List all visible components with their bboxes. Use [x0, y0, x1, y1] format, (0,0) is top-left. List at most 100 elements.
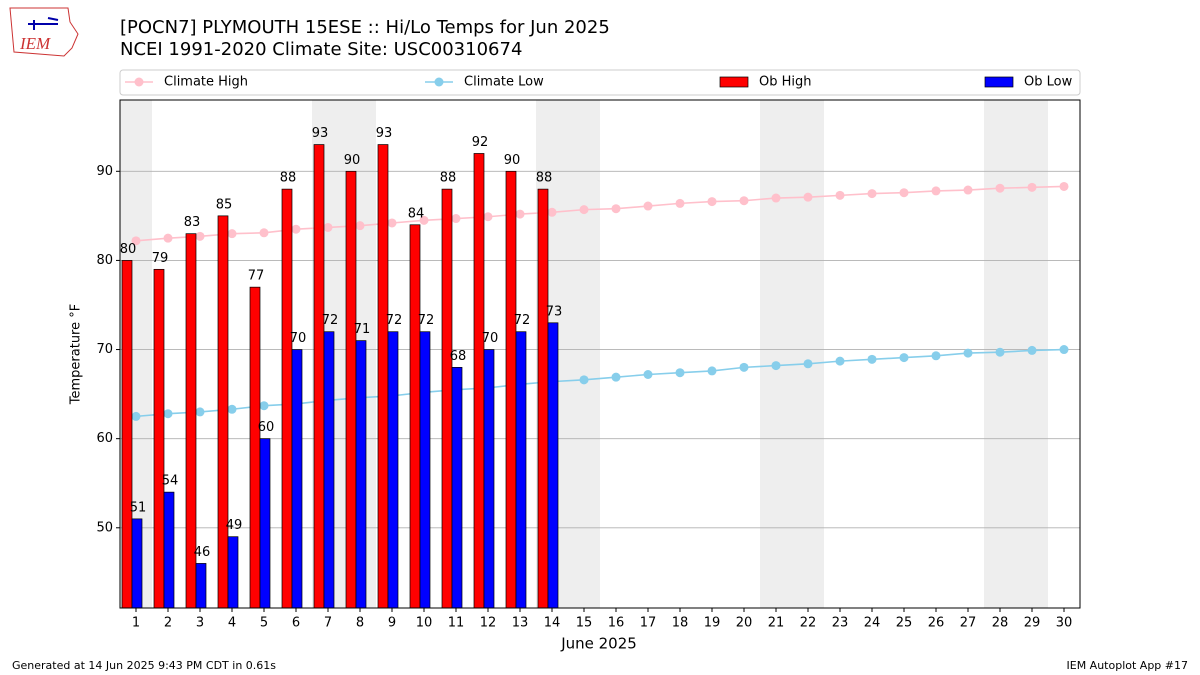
data-label: 60: [258, 420, 275, 435]
y-tick-label: 60: [96, 431, 113, 446]
line-marker: [995, 183, 1005, 193]
x-tick-label: 14: [544, 616, 561, 631]
x-axis-label: June 2025: [560, 635, 637, 653]
line-marker: [579, 205, 589, 215]
footer-left: Generated at 14 Jun 2025 9:43 PM CDT in …: [12, 659, 276, 672]
logo-text: IEM: [19, 34, 51, 53]
data-label: 93: [376, 126, 393, 141]
line-marker: [1027, 182, 1037, 192]
footer-right: IEM Autoplot App #17: [1067, 659, 1189, 672]
line-marker: [163, 233, 173, 243]
data-label: 85: [216, 197, 233, 212]
y-tick-label: 70: [96, 342, 113, 357]
bar: [483, 349, 495, 609]
y-tick-label: 80: [96, 253, 113, 268]
data-label: 83: [184, 215, 201, 230]
data-label: 54: [162, 474, 179, 489]
legend-swatch: [984, 76, 1014, 88]
line-marker: [1027, 345, 1037, 355]
bar: [515, 331, 527, 609]
x-tick-label: 6: [292, 616, 300, 631]
legend-swatch: [134, 77, 144, 87]
data-label: 51: [130, 500, 147, 515]
x-tick-label: 12: [480, 616, 497, 631]
legend-label: Climate Low: [464, 75, 544, 90]
x-tick-label: 10: [416, 616, 433, 631]
chart-subtitle: NCEI 1991-2020 Climate Site: USC00310674: [120, 39, 522, 60]
x-tick-label: 24: [864, 616, 881, 631]
line-marker: [707, 197, 717, 207]
line-marker: [643, 369, 653, 379]
y-tick-label: 90: [96, 164, 113, 179]
x-tick-label: 16: [608, 616, 625, 631]
bar: [313, 144, 325, 609]
data-label: 90: [504, 153, 521, 168]
line-marker: [483, 212, 493, 222]
bar: [323, 331, 335, 609]
line-marker: [515, 209, 525, 219]
line-marker: [579, 375, 589, 385]
bar: [547, 322, 559, 609]
line-marker: [1059, 181, 1069, 191]
logo-icon: [28, 17, 59, 30]
x-tick-label: 7: [324, 616, 332, 631]
bar: [345, 170, 357, 609]
line-marker: [803, 192, 813, 202]
x-tick-label: 29: [1024, 616, 1041, 631]
x-tick-label: 1: [132, 616, 140, 631]
line-marker: [259, 228, 269, 238]
line-marker: [835, 356, 845, 366]
data-label: 79: [152, 251, 169, 266]
data-label: 70: [290, 331, 307, 346]
x-tick-label: 11: [448, 616, 465, 631]
line-marker: [643, 201, 653, 211]
line-marker: [739, 196, 749, 206]
data-label: 92: [472, 135, 489, 150]
data-label: 72: [514, 313, 531, 328]
data-label: 71: [354, 322, 371, 337]
data-label: 72: [418, 313, 435, 328]
bar: [387, 331, 399, 609]
line-marker: [419, 215, 429, 225]
x-tick-label: 28: [992, 616, 1009, 631]
legend-label: Ob Low: [1024, 75, 1073, 90]
x-tick-label: 21: [768, 616, 785, 631]
line-marker: [675, 368, 685, 378]
bar: [537, 188, 549, 609]
data-label: 93: [312, 126, 329, 141]
x-tick-label: 17: [640, 616, 657, 631]
bar: [121, 260, 133, 609]
line-marker: [259, 401, 269, 411]
line-marker: [803, 359, 813, 369]
line-marker: [227, 404, 237, 414]
legend-swatch: [719, 76, 749, 88]
line-marker: [675, 198, 685, 208]
line-marker: [355, 221, 365, 231]
line-marker: [771, 361, 781, 371]
line-marker: [1059, 345, 1069, 355]
bar: [473, 153, 485, 609]
bar: [505, 170, 517, 609]
legend-box: [119, 69, 1081, 96]
line-marker: [867, 354, 877, 364]
x-tick-label: 13: [512, 616, 529, 631]
bar: [131, 518, 143, 609]
bar: [163, 491, 175, 609]
data-label: 68: [450, 349, 467, 364]
line-marker: [835, 190, 845, 200]
line-marker: [867, 189, 877, 199]
line-marker: [707, 366, 717, 376]
data-label: 88: [280, 171, 297, 186]
data-label: 49: [226, 518, 243, 533]
line-marker: [131, 411, 141, 421]
weekend-shade: [792, 100, 824, 608]
line-marker: [771, 193, 781, 203]
data-label: 77: [248, 269, 265, 284]
line-marker: [611, 372, 621, 382]
x-tick-label: 22: [800, 616, 817, 631]
line-marker: [931, 351, 941, 361]
x-tick-label: 8: [356, 616, 364, 631]
line-marker: [323, 222, 333, 232]
line-marker: [931, 186, 941, 196]
